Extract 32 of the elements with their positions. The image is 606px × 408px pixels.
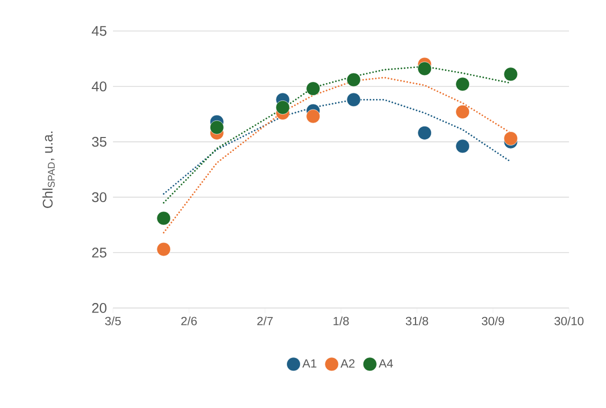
y-tick-label: 30 [92, 192, 106, 202]
y-tick-label: 35 [92, 136, 106, 147]
legend-label: A4 [378, 359, 393, 368]
y-tick-label: 45 [92, 26, 106, 36]
point [456, 104, 470, 119]
point [504, 67, 518, 82]
point [306, 109, 320, 124]
point [156, 242, 171, 256]
y-axis-title: Chl$_{SPAD}$, u.a. [42, 132, 55, 208]
point [346, 92, 361, 107]
y-tick-label: 40 [92, 81, 106, 92]
x-tick-label: 30/10 [554, 316, 584, 326]
point [276, 100, 290, 114]
y-tick-label: 20 [92, 303, 106, 313]
x-tick-label: 30/9 [482, 316, 504, 326]
point [156, 211, 171, 226]
y-tick-label: 25 [92, 248, 106, 258]
legend-label: A1 [302, 359, 316, 368]
point [456, 139, 470, 154]
point [306, 82, 320, 96]
x-tick-label: 2/7 [257, 316, 273, 326]
point [346, 72, 361, 87]
x-tick-label: 1/8 [334, 316, 349, 326]
point [456, 77, 470, 92]
point [504, 131, 518, 146]
x-tick-label: 2/6 [181, 316, 197, 326]
legend-label: A2 [340, 359, 355, 368]
point [418, 62, 432, 76]
point [210, 120, 224, 134]
x-tick-label: 3/5 [105, 316, 121, 326]
x-tick-label: 31/8 [406, 316, 428, 326]
point [418, 126, 432, 140]
